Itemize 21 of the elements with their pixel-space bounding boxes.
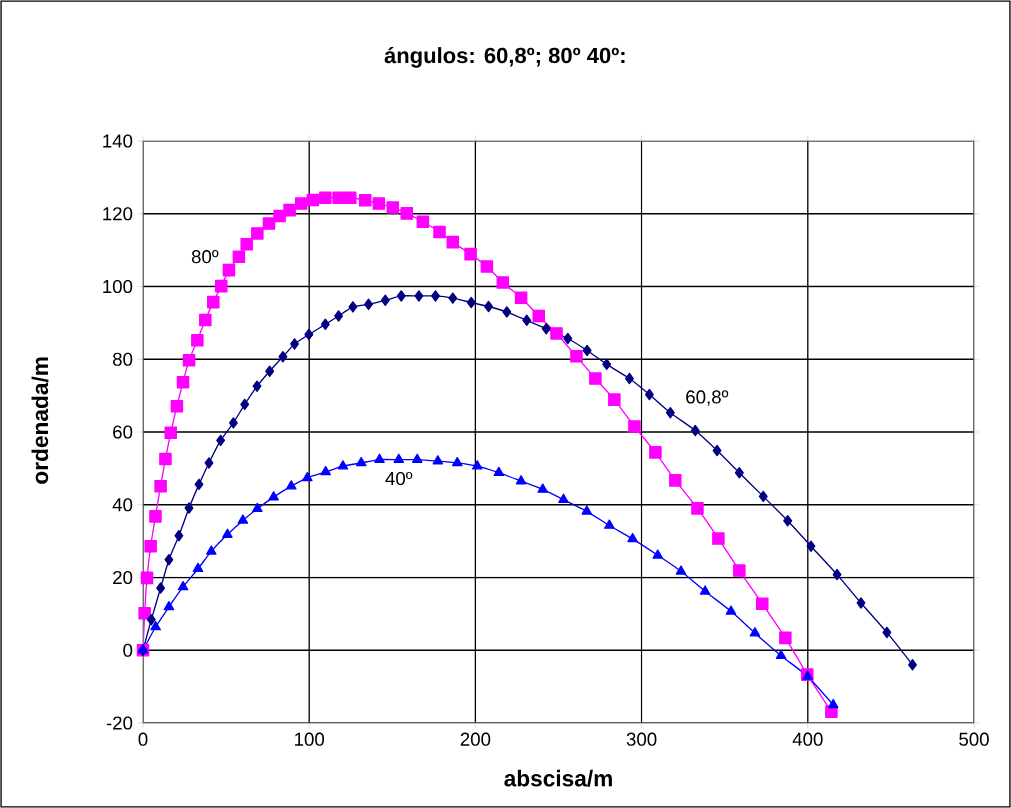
x-tick-label: 300: [626, 732, 657, 746]
y-tick-label: 80: [113, 352, 133, 366]
y-tick-label: 40: [112, 498, 133, 512]
x-tick-label: 200: [460, 732, 491, 746]
annotation: 40º: [385, 471, 413, 486]
x-tick-label: 500: [959, 732, 989, 746]
y-tick-label: 120: [103, 207, 133, 221]
y-tick-label: 0: [123, 643, 133, 657]
y-tick-label: 100: [103, 279, 133, 294]
x-axis-title: abscisa/m: [504, 769, 612, 787]
y-axis-title: ordenada/m: [31, 357, 49, 484]
x-tick-label: 100: [295, 732, 325, 746]
annotation: 60,8º: [686, 390, 729, 406]
y-tick-label: 140: [103, 134, 133, 148]
x-tick-label: 0: [138, 732, 148, 746]
y-tick-label: 60: [113, 425, 133, 439]
y-tick-label: 20: [113, 570, 133, 585]
y-tick-label: -20: [106, 716, 133, 730]
chart-title: ángulos: 60,8º; 80º 40º:: [384, 46, 625, 68]
annotation: 80º: [191, 250, 219, 264]
x-tick-label: 400: [792, 732, 823, 746]
